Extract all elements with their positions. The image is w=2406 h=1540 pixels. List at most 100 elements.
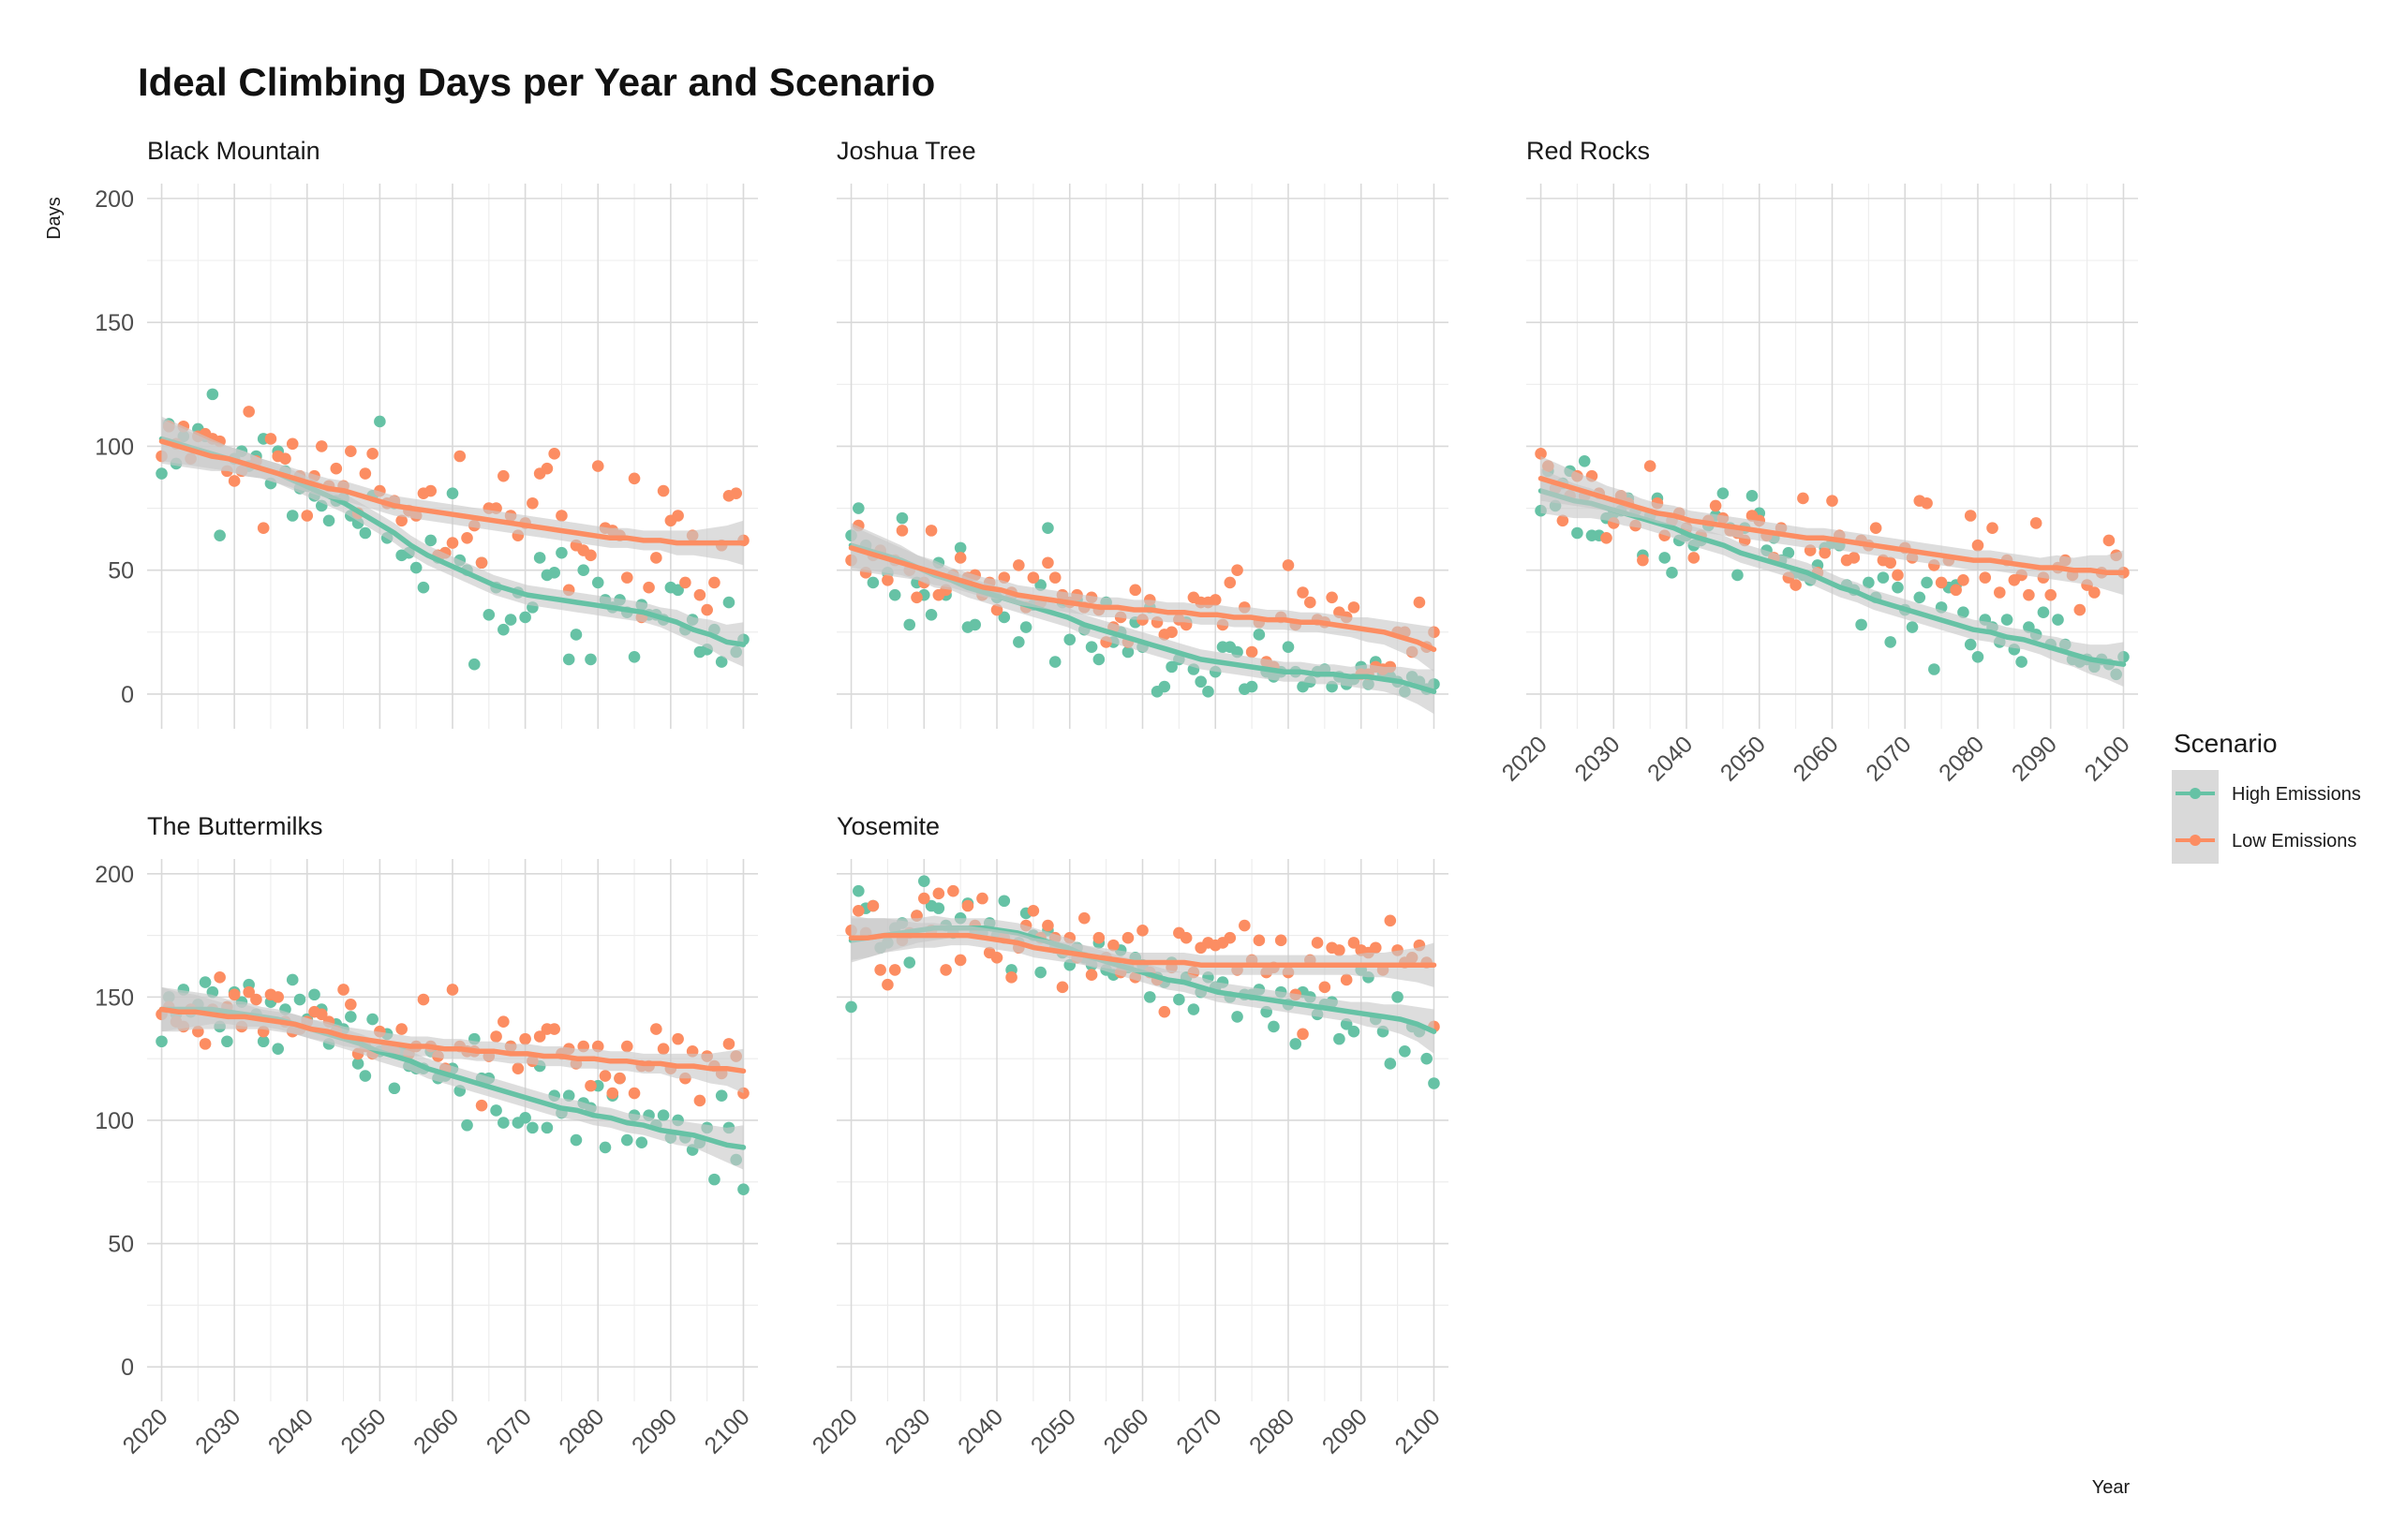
x-axis-title: Year	[2092, 1477, 2131, 1498]
point-black-mountain-low-emissions	[315, 440, 328, 452]
point-red-rocks-high-emissions	[1571, 526, 1583, 540]
point-yosemite-low-emissions	[1333, 944, 1345, 956]
point-black-mountain-low-emissions	[446, 537, 459, 549]
point-red-rocks-high-emissions	[2052, 614, 2064, 626]
panel-black-mountain: Black Mountain 0 50 100 150 200	[95, 137, 758, 729]
point-the-buttermilks-low-emissions	[672, 1032, 684, 1045]
point-the-buttermilks-low-emissions	[417, 993, 430, 1006]
point-yosemite-low-emissions	[1311, 937, 1324, 949]
point-red-rocks-high-emissions	[2023, 621, 2035, 633]
x-tick-label-2070: 2070	[1861, 731, 1916, 786]
point-the-buttermilks-low-emissions	[446, 984, 459, 996]
point-yosemite-high-emissions	[1173, 993, 1185, 1006]
point-black-mountain-low-emissions	[628, 472, 641, 485]
point-yosemite-low-emissions	[882, 978, 894, 991]
point-black-mountain-low-emissions	[527, 496, 539, 510]
point-joshua-tree-high-emissions	[1245, 680, 1258, 693]
point-black-mountain-low-emissions	[286, 437, 299, 451]
x-tick-label-2080: 2080	[1934, 731, 1989, 786]
legend-key-high-emissions-point	[2190, 788, 2201, 799]
point-joshua-tree-high-emissions	[1063, 633, 1077, 646]
point-the-buttermilks-high-emissions	[293, 993, 306, 1006]
point-joshua-tree-high-emissions	[867, 576, 880, 589]
point-the-buttermilks-high-emissions	[715, 1089, 728, 1102]
point-joshua-tree-low-emissions	[1282, 559, 1295, 571]
point-yosemite-high-emissions	[1034, 966, 1047, 979]
point-black-mountain-high-emissions	[672, 584, 684, 597]
point-yosemite-high-emissions	[1384, 1058, 1397, 1070]
y-tick-label-150: 150	[95, 310, 134, 336]
point-black-mountain-high-emissions	[446, 487, 459, 499]
point-yosemite-low-emissions	[1253, 934, 1266, 947]
x-tick-label-2040: 2040	[1642, 731, 1698, 786]
point-the-buttermilks-low-emissions	[585, 1079, 597, 1092]
point-black-mountain-low-emissions	[643, 581, 655, 594]
point-yosemite-high-emissions	[998, 895, 1011, 908]
point-black-mountain-low-emissions	[585, 549, 597, 562]
point-yosemite-low-emissions	[1158, 1005, 1171, 1018]
point-red-rocks-low-emissions	[1986, 522, 1998, 535]
point-joshua-tree-high-emissions	[1048, 656, 1062, 668]
point-the-buttermilks-low-emissions	[243, 985, 255, 999]
point-black-mountain-low-emissions	[243, 406, 255, 418]
point-yosemite-low-emissions	[1092, 931, 1106, 944]
y-tick-label-0: 0	[121, 1355, 134, 1381]
x-tick-label-2090: 2090	[1317, 1403, 1373, 1459]
point-the-buttermilks-low-emissions	[657, 1043, 670, 1055]
point-red-rocks-high-emissions	[1964, 638, 1977, 651]
point-yosemite-low-emissions	[1340, 973, 1353, 986]
point-red-rocks-high-emissions	[1921, 576, 1933, 589]
x-tick-label-2050: 2050	[335, 1403, 391, 1459]
facet-panels: Black Mountain 0 50 100 150 200 Joshua Tree Red…	[95, 137, 2138, 1459]
y-axis-title: Days	[44, 197, 65, 240]
point-yosemite-low-emissions	[1078, 911, 1091, 925]
point-red-rocks-high-emissions	[2015, 656, 2027, 668]
point-the-buttermilks-low-emissions	[199, 1038, 212, 1050]
point-red-rocks-high-emissions	[1782, 546, 1795, 559]
legend-label-high-emissions: High Emissions	[2232, 784, 2361, 805]
panel-the-buttermilks: The Buttermilks 0 50 100 150 200 2020 2030 2040 2…	[95, 812, 758, 1459]
point-black-mountain-low-emissions	[359, 467, 372, 480]
point-black-mountain-low-emissions	[708, 576, 720, 589]
y-tick-label-100: 100	[95, 434, 134, 460]
legend-label-low-emissions: Low Emissions	[2232, 831, 2356, 851]
point-yosemite-low-emissions	[1274, 934, 1287, 947]
trend-line-yosemite-low-emissions	[848, 932, 1437, 968]
point-yosemite-high-emissions	[1268, 1020, 1280, 1033]
point-red-rocks-low-emissions	[2044, 588, 2057, 601]
point-the-buttermilks-high-emissions	[388, 1082, 401, 1095]
point-black-mountain-high-emissions	[156, 467, 168, 480]
point-joshua-tree-low-emissions	[1297, 586, 1309, 599]
point-red-rocks-low-emissions	[1637, 554, 1649, 567]
point-yosemite-high-emissions	[1391, 991, 1404, 1003]
point-black-mountain-high-emissions	[519, 611, 531, 624]
point-joshua-tree-low-emissions	[882, 573, 894, 586]
point-black-mountain-low-emissions	[701, 603, 713, 616]
point-joshua-tree-low-emissions	[911, 591, 923, 604]
point-joshua-tree-high-emissions	[853, 502, 865, 514]
point-black-mountain-low-emissions	[301, 510, 314, 522]
point-black-mountain-low-emissions	[498, 469, 510, 482]
point-yosemite-high-emissions	[1143, 991, 1156, 1003]
point-black-mountain-high-emissions	[722, 596, 735, 609]
point-yosemite-low-emissions	[888, 964, 901, 976]
point-joshua-tree-high-emissions	[903, 618, 916, 631]
point-joshua-tree-high-emissions	[998, 611, 1011, 624]
x-tick-label-2020: 2020	[1497, 731, 1552, 786]
point-joshua-tree-low-emissions	[1048, 571, 1062, 584]
point-the-buttermilks-high-emissions	[351, 1058, 364, 1070]
x-tick-label-2090: 2090	[2007, 731, 2062, 786]
point-joshua-tree-low-emissions	[1027, 571, 1040, 584]
point-yosemite-low-emissions	[961, 899, 974, 912]
trend-line-the-buttermilks-low-emissions	[158, 1006, 747, 1074]
point-black-mountain-low-emissions	[679, 576, 691, 589]
point-joshua-tree-high-emissions	[1034, 579, 1047, 591]
facet-label-the-buttermilks: The Buttermilks	[147, 812, 323, 840]
point-yosemite-low-emissions	[990, 951, 1003, 964]
point-black-mountain-low-emissions	[257, 522, 270, 535]
point-yosemite-low-emissions	[1384, 914, 1397, 927]
y-tick-label-0: 0	[121, 682, 134, 708]
point-joshua-tree-high-emissions	[1195, 675, 1207, 689]
point-the-buttermilks-high-emissions	[199, 976, 212, 988]
point-the-buttermilks-low-emissions	[337, 984, 349, 996]
